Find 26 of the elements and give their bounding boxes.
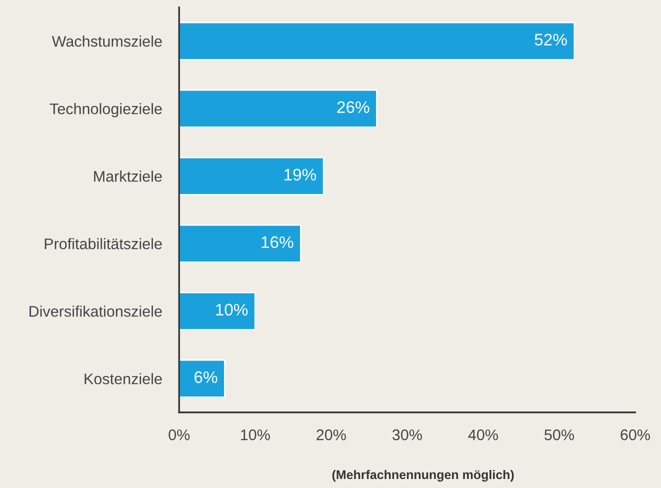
data-label: 52% [534, 34, 567, 46]
y-tick-label: Technologieziele [50, 103, 162, 118]
y-tick-label: Marktziele [94, 170, 162, 182]
bar [179, 22, 576, 60]
y-tick-label: Kostenziele [84, 373, 162, 384]
x-tick-label: 20% [316, 429, 346, 440]
bar [179, 156, 324, 196]
bar [179, 224, 302, 263]
text: (Mehrfachnennungen möglich) [332, 470, 514, 482]
x-tick-label: 50% [544, 429, 574, 440]
x-tick-label: 10% [241, 429, 270, 440]
y-tick-label: Wachstumsziele [52, 36, 162, 47]
bar [179, 359, 226, 398]
x-tick-label: 30% [392, 429, 422, 440]
y-tick-label: Profitabilitätsziele [44, 238, 162, 250]
data-label: 19% [284, 168, 316, 181]
data-label: 16% [262, 236, 294, 248]
data-label: 26% [337, 101, 370, 114]
data-label: 10% [216, 304, 248, 316]
data-label: 6% [194, 371, 218, 384]
bar [179, 292, 256, 330]
y-tick-label: Diversifikationsziele [30, 306, 162, 317]
bar [179, 89, 378, 128]
x-tick-label: 40% [468, 429, 498, 440]
x-tick-label: 0% [168, 429, 190, 440]
x-tick-label: 60% [620, 429, 650, 440]
